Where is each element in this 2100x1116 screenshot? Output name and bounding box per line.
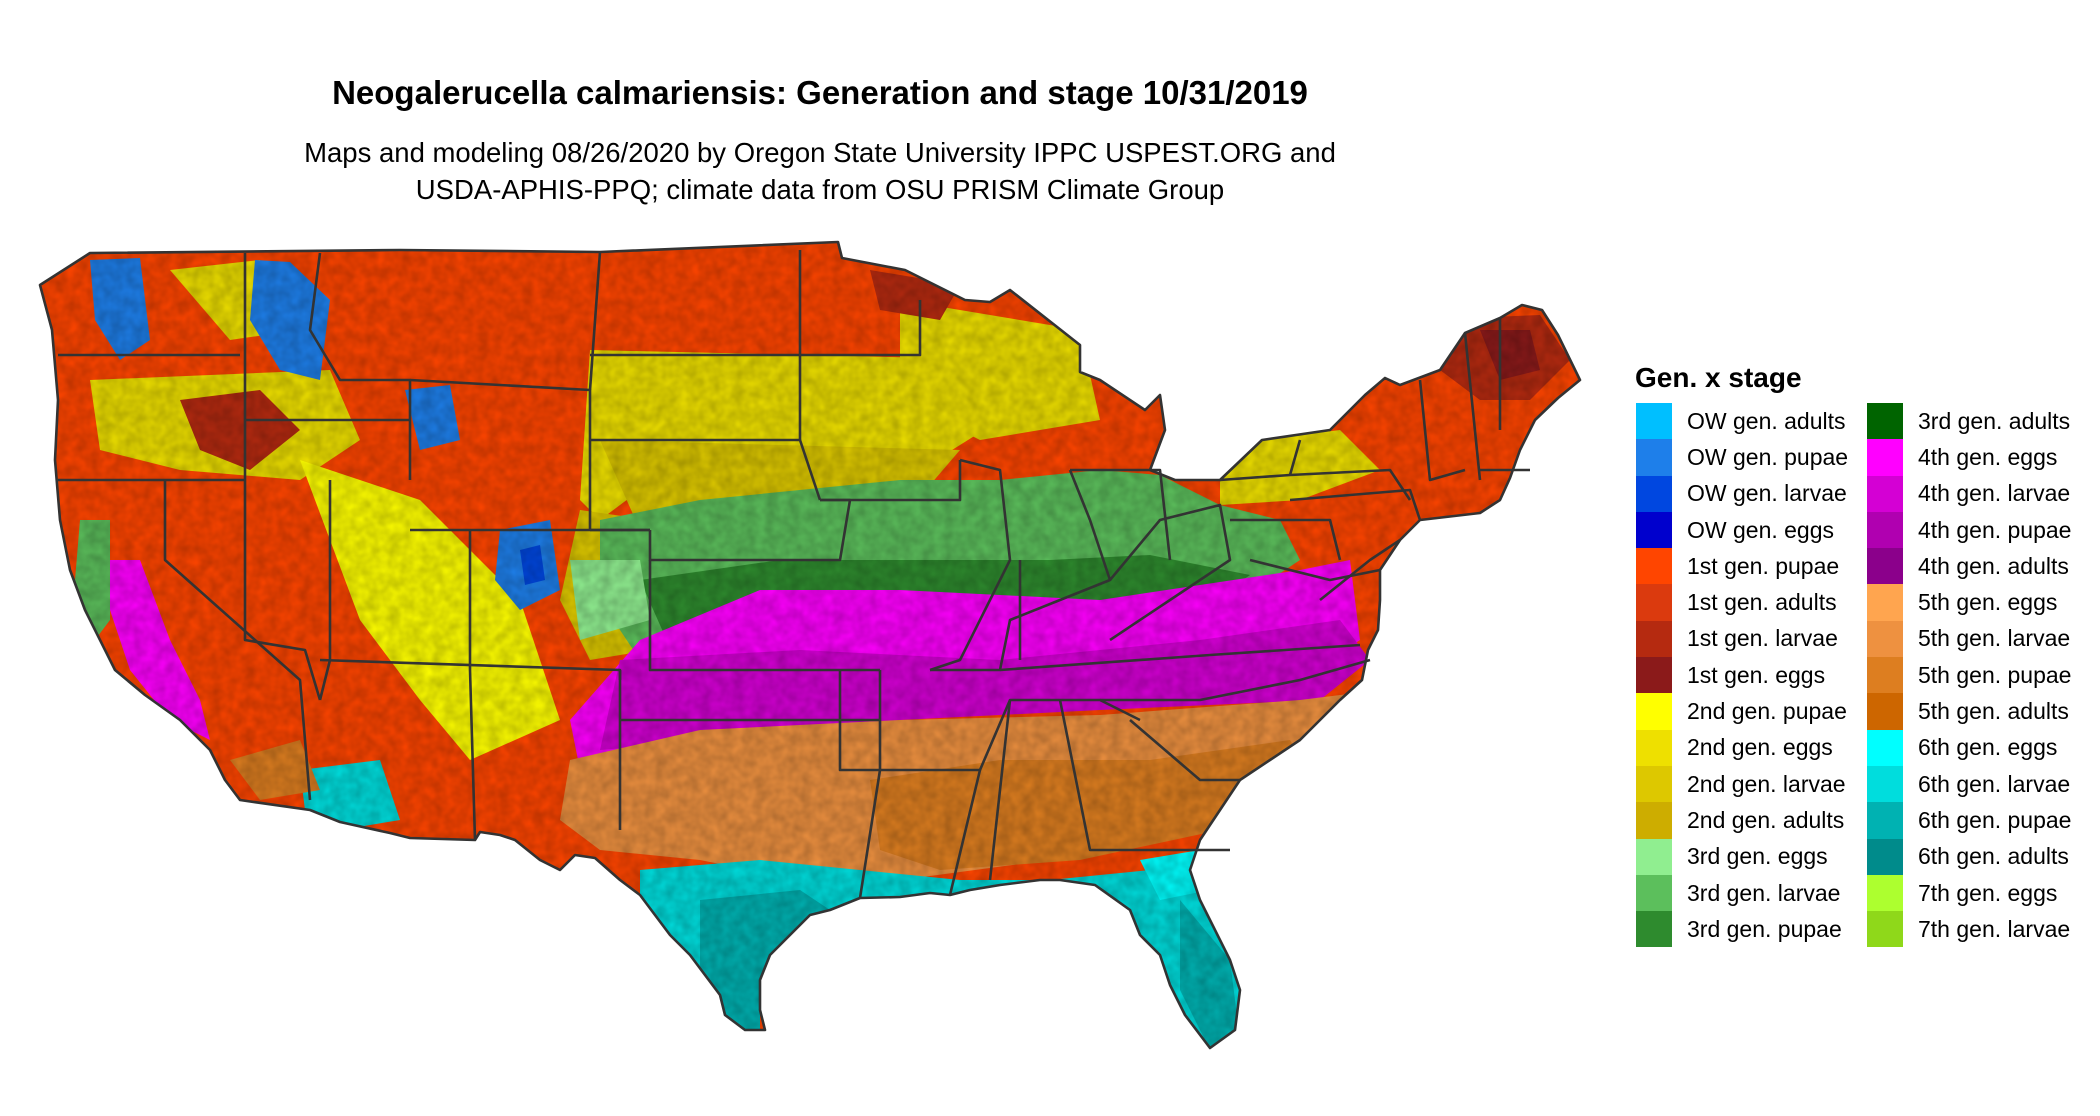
legend-label: 3rd gen. pupae	[1687, 915, 1842, 942]
legend-item: 5th gen. larvae	[1867, 620, 2071, 658]
legend-label: OW gen. pupae	[1687, 443, 1849, 470]
legend-swatch	[1867, 802, 1903, 839]
legend-item: OW gen. adults	[1636, 403, 1848, 440]
legend-item: 3rd gen. pupae	[1636, 911, 1848, 948]
map-title: Neogalerucella calmariensis: Generation …	[332, 74, 1308, 111]
state-borders	[38, 240, 1582, 1050]
legend-label: 5th gen. adults	[1918, 698, 2069, 725]
legend-item: 6th gen. adults	[1867, 838, 2071, 875]
legend-swatch	[1867, 765, 1903, 803]
legend-swatch	[1867, 403, 1903, 440]
legend-item: 3rd gen. adults	[1867, 403, 2071, 440]
map-subtitle: Maps and modeling 08/26/2020 by Oregon S…	[0, 134, 1640, 208]
legend-label: OW gen. eggs	[1687, 516, 1835, 543]
legend-label: 7th gen. larvae	[1918, 915, 2071, 942]
legend-item: 7th gen. larvae	[1867, 911, 2071, 948]
legend-item: 1st gen. pupae	[1636, 548, 1848, 585]
legend-swatch	[1867, 838, 1903, 875]
legend-item: 5th gen. pupae	[1867, 657, 2072, 694]
legend-label: 6th gen. adults	[1918, 843, 2069, 870]
legend-label: 1st gen. pupae	[1687, 552, 1840, 579]
legend-label: 3rd gen. larvae	[1687, 879, 1841, 906]
legend-swatch	[1636, 403, 1672, 440]
legend-swatch	[1636, 765, 1672, 803]
legend-swatch	[1867, 439, 1903, 476]
legend-item: 4th gen. pupae	[1867, 511, 2072, 549]
legend-swatch	[1867, 620, 1903, 658]
legend-swatch	[1867, 475, 1903, 512]
legend-swatch	[1867, 874, 1903, 912]
legend-swatch	[1636, 874, 1672, 912]
subtitle-line-1: Maps and modeling 08/26/2020 by Oregon S…	[304, 137, 1336, 168]
legend-item: OW gen. larvae	[1636, 475, 1848, 512]
legend-swatch	[1636, 802, 1672, 839]
legend-label: OW gen. larvae	[1687, 480, 1847, 507]
legend-swatch	[1636, 838, 1672, 875]
legend-label: 6th gen. larvae	[1918, 770, 2071, 797]
legend-item: 5th gen. eggs	[1867, 584, 2071, 621]
legend-swatch	[1867, 584, 1903, 621]
legend-swatch	[1636, 439, 1672, 476]
legend-swatch	[1636, 729, 1672, 766]
legend-item: 5th gen. adults	[1867, 693, 2071, 730]
legend-item: 2nd gen. eggs	[1636, 729, 1848, 766]
legend-swatch	[1867, 693, 1903, 730]
legend-swatch	[1636, 511, 1672, 549]
legend-item: 1st gen. larvae	[1636, 620, 1848, 658]
legend-item: 2nd gen. pupae	[1636, 693, 1848, 730]
legend-label: 5th gen. larvae	[1918, 625, 2071, 652]
legend-swatch	[1867, 911, 1903, 948]
legend-label: 5th gen. pupae	[1918, 661, 2072, 688]
legend-swatch	[1636, 584, 1672, 621]
legend-label: 3rd gen. adults	[1918, 407, 2071, 434]
legend-label: 3rd gen. eggs	[1687, 843, 1828, 870]
legend-item: 3rd gen. larvae	[1636, 874, 1848, 912]
legend-label: 1st gen. eggs	[1687, 661, 1826, 688]
legend-item: 2nd gen. adults	[1636, 802, 1848, 839]
legend-label: 6th gen. pupae	[1918, 806, 2072, 833]
legend-item: 4th gen. eggs	[1867, 439, 2071, 476]
legend-swatch	[1636, 620, 1672, 658]
legend-item: OW gen. pupae	[1636, 439, 1849, 476]
legend-swatch	[1867, 548, 1903, 585]
legend-swatch	[1636, 548, 1672, 585]
legend-label: 6th gen. eggs	[1918, 734, 2058, 761]
legend-item: 6th gen. eggs	[1867, 729, 2071, 766]
legend-item: 3rd gen. eggs	[1636, 838, 1848, 875]
legend-item: OW gen. eggs	[1636, 511, 1848, 549]
legend-label: 7th gen. eggs	[1918, 879, 2058, 906]
legend-label: 5th gen. eggs	[1918, 589, 2058, 616]
legend-item: 6th gen. larvae	[1867, 765, 2071, 803]
legend-item: 6th gen. pupae	[1867, 802, 2072, 839]
legend-column-2: 3rd gen. adults 4th gen. eggs 4th gen. lar…	[1867, 403, 2072, 948]
legend-item: 4th gen. larvae	[1867, 475, 2071, 512]
legend-label: 2nd gen. eggs	[1687, 734, 1833, 761]
legend-label: 4th gen. adults	[1918, 552, 2069, 579]
legend-label: 2nd gen. larvae	[1687, 770, 1846, 797]
legend-swatch	[1867, 729, 1903, 766]
legend-label: 4th gen. pupae	[1918, 516, 2072, 543]
legend-label: OW gen. adults	[1687, 407, 1846, 434]
legend-title: Gen. x stage	[1635, 362, 1802, 393]
legend-item: 1st gen. eggs	[1636, 657, 1848, 694]
legend-item: 1st gen. adults	[1636, 584, 1848, 621]
legend-column-1: OW gen. adults OW gen. pupae OW gen. larva…	[1636, 403, 1849, 948]
legend-label: 4th gen. larvae	[1918, 480, 2071, 507]
legend-item: 2nd gen. larvae	[1636, 765, 1848, 803]
legend-label: 1st gen. larvae	[1687, 625, 1838, 652]
legend-swatch	[1636, 911, 1672, 948]
subtitle-line-2: USDA-APHIS-PPQ; climate data from OSU PR…	[415, 174, 1225, 205]
legend-item: 4th gen. adults	[1867, 548, 2071, 585]
legend-item: 7th gen. eggs	[1867, 874, 2071, 912]
legend-swatch	[1867, 657, 1903, 694]
legend-swatch	[1636, 693, 1672, 730]
legend-swatch	[1867, 511, 1903, 549]
legend-label: 2nd gen. pupae	[1687, 698, 1847, 725]
legend-swatch	[1636, 475, 1672, 512]
legend-label: 1st gen. adults	[1687, 589, 1837, 616]
legend-swatch	[1636, 657, 1672, 694]
legend-label: 2nd gen. adults	[1687, 806, 1845, 833]
legend-label: 4th gen. eggs	[1918, 443, 2058, 470]
